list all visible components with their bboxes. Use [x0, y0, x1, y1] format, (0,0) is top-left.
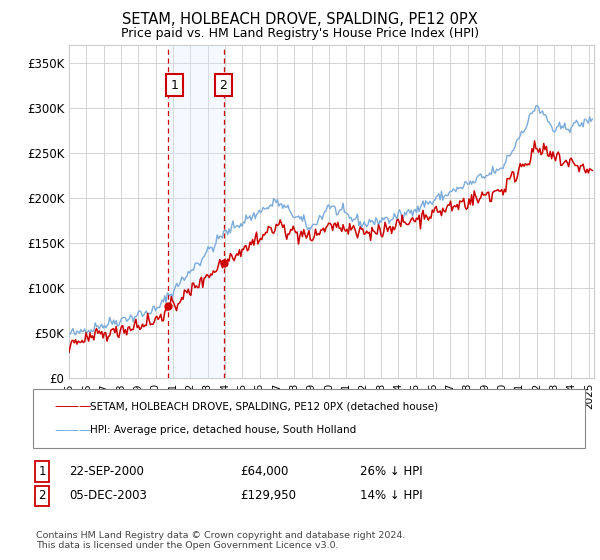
- Text: 1: 1: [171, 79, 179, 92]
- Text: £64,000: £64,000: [240, 465, 289, 478]
- Text: HPI: Average price, detached house, South Holland: HPI: Average price, detached house, Sout…: [90, 425, 356, 435]
- Bar: [168, 45, 224, 378]
- Text: ———: ———: [54, 424, 91, 437]
- Text: £129,950: £129,950: [240, 489, 296, 502]
- Text: 14% ↓ HPI: 14% ↓ HPI: [360, 489, 422, 502]
- Text: 26% ↓ HPI: 26% ↓ HPI: [360, 465, 422, 478]
- Text: ———: ———: [54, 400, 91, 413]
- Text: 1: 1: [38, 465, 46, 478]
- Text: SETAM, HOLBEACH DROVE, SPALDING, PE12 0PX (detached house): SETAM, HOLBEACH DROVE, SPALDING, PE12 0P…: [90, 402, 438, 412]
- Text: Contains HM Land Registry data © Crown copyright and database right 2024.
This d: Contains HM Land Registry data © Crown c…: [36, 531, 406, 550]
- Text: 2: 2: [38, 489, 46, 502]
- Text: 22-SEP-2000: 22-SEP-2000: [69, 465, 144, 478]
- Text: 05-DEC-2003: 05-DEC-2003: [69, 489, 147, 502]
- Text: SETAM, HOLBEACH DROVE, SPALDING, PE12 0PX: SETAM, HOLBEACH DROVE, SPALDING, PE12 0P…: [122, 12, 478, 27]
- Text: Price paid vs. HM Land Registry's House Price Index (HPI): Price paid vs. HM Land Registry's House …: [121, 27, 479, 40]
- Text: 2: 2: [219, 79, 227, 92]
